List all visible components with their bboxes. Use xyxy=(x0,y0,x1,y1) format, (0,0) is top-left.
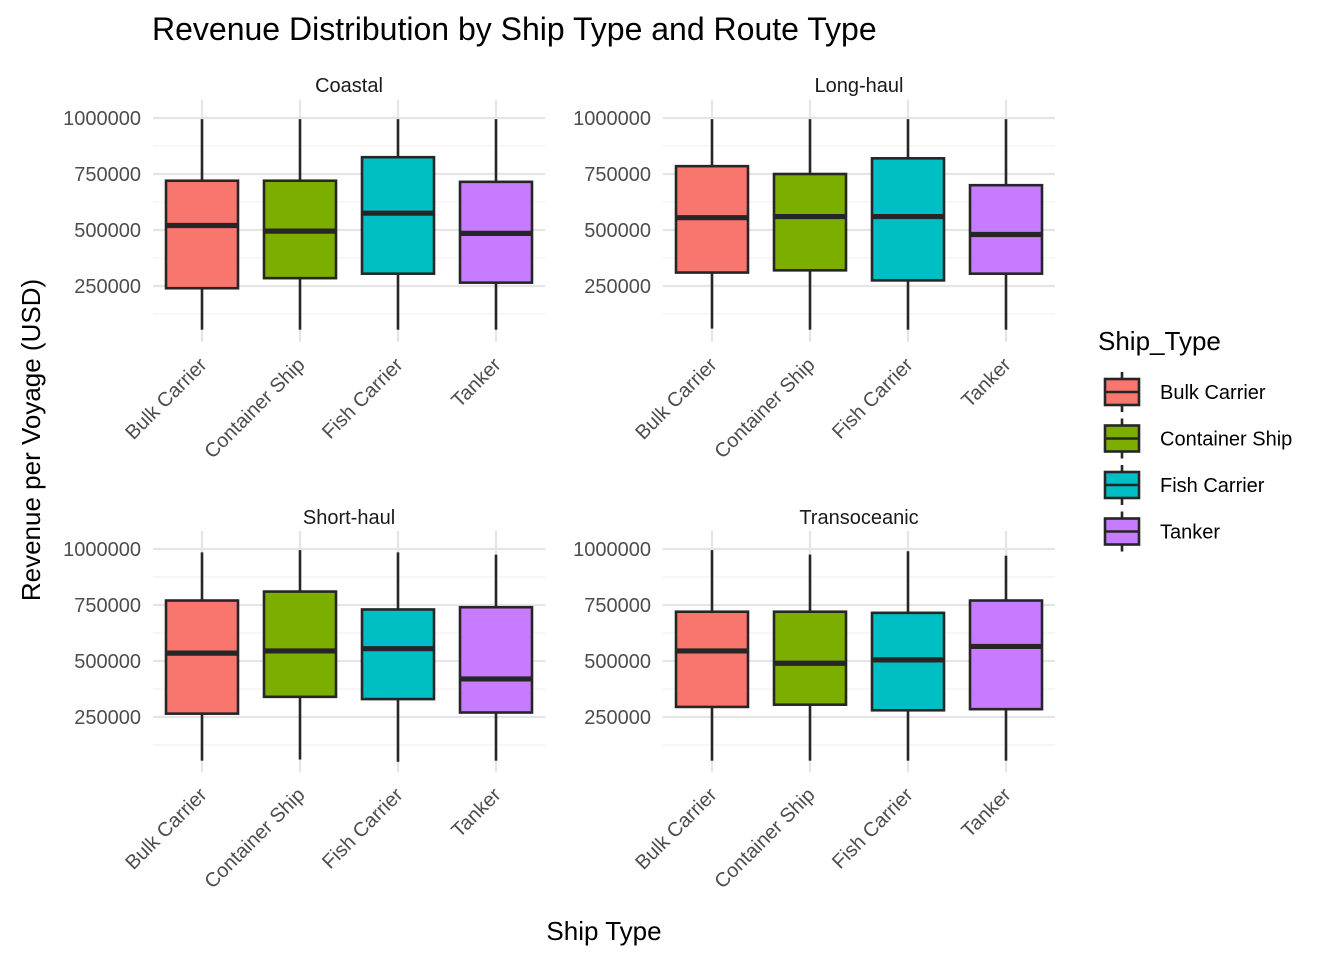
x-tick-label: Container Ship xyxy=(200,354,309,463)
legend-label: Container Ship xyxy=(1160,429,1292,451)
legend-label: Tanker xyxy=(1160,522,1220,544)
legend-key-fish-carrier: Fish Carrier xyxy=(1103,465,1265,505)
x-tick-label: Fish Carrier xyxy=(828,354,918,444)
iqr-box xyxy=(968,183,1044,275)
y-tick-label: 750000 xyxy=(74,595,141,617)
y-tick-label: 250000 xyxy=(584,276,651,298)
box-long-haul-tanker xyxy=(968,119,1044,330)
legend-key-tanker: Tanker xyxy=(1103,511,1220,552)
y-tick-label: 1000000 xyxy=(63,108,141,130)
y-tick-label: 500000 xyxy=(584,651,651,673)
box-transoceanic-container-ship xyxy=(772,554,848,761)
box-transoceanic-fish-carrier xyxy=(870,551,946,761)
x-tick-label: Fish Carrier xyxy=(318,784,408,874)
box-coastal-bulk-carrier xyxy=(164,119,240,330)
iqr-box xyxy=(458,605,534,714)
panel-short-haul: Short-haul 250000 500000 750000 1000000 Bulk … xyxy=(63,507,545,893)
x-tick-label: Bulk Carrier xyxy=(121,784,211,874)
y-tick-label: 500000 xyxy=(74,651,141,673)
strip-label-coastal: Coastal xyxy=(315,75,383,97)
y-tick-label: 1000000 xyxy=(573,108,651,130)
x-tick-label: Tanker xyxy=(958,354,1016,412)
chart-title: Revenue Distribution by Ship Type and Ro… xyxy=(152,11,877,47)
x-tick-label: Tanker xyxy=(448,784,506,842)
y-axis-title: Revenue per Voyage (USD) xyxy=(16,279,46,601)
box-coastal-tanker xyxy=(458,119,534,330)
y-tick-label: 1000000 xyxy=(573,539,651,561)
box-short-haul-container-ship xyxy=(262,550,338,760)
strip-label-transoceanic: Transoceanic xyxy=(799,507,918,529)
panel-long-haul: Long-haul 250000 500000 750000 1000000 Bulk C… xyxy=(573,75,1055,463)
legend-label: Bulk Carrier xyxy=(1160,382,1266,404)
iqr-box xyxy=(968,599,1044,711)
box-coastal-container-ship xyxy=(262,119,338,330)
box-short-haul-fish-carrier xyxy=(360,552,436,762)
iqr-box xyxy=(262,590,338,699)
box-transoceanic-bulk-carrier xyxy=(674,550,750,761)
y-tick-label: 500000 xyxy=(74,220,141,242)
strip-label-long-haul: Long-haul xyxy=(815,75,904,97)
y-tick-label: 1000000 xyxy=(63,539,141,561)
legend: Ship_Type Bulk Carrier Container Ship Fish… xyxy=(1098,326,1292,552)
legend-title: Ship_Type xyxy=(1098,326,1221,356)
x-tick-label: Container Ship xyxy=(710,354,819,463)
y-tick-label: 250000 xyxy=(584,707,651,729)
x-tick-label: Container Ship xyxy=(200,784,309,893)
x-tick-label: Fish Carrier xyxy=(828,784,918,874)
iqr-box xyxy=(772,610,848,706)
panel-transoceanic: Transoceanic 250000 500000 750000 1000000 Bul… xyxy=(573,507,1055,893)
legend-key-bulk-carrier: Bulk Carrier xyxy=(1103,372,1266,412)
y-tick-label: 250000 xyxy=(74,276,141,298)
x-tick-label: Bulk Carrier xyxy=(121,354,211,444)
box-short-haul-tanker xyxy=(458,554,534,761)
box-long-haul-container-ship xyxy=(772,119,848,330)
box-long-haul-fish-carrier xyxy=(870,119,946,330)
y-tick-label: 750000 xyxy=(74,164,141,186)
box-long-haul-bulk-carrier xyxy=(674,119,750,329)
iqr-box xyxy=(164,179,240,290)
y-tick-label: 250000 xyxy=(74,707,141,729)
box-coastal-fish-carrier xyxy=(360,119,436,330)
box-transoceanic-tanker xyxy=(968,555,1044,761)
box-short-haul-bulk-carrier xyxy=(164,552,240,761)
legend-label: Fish Carrier xyxy=(1160,475,1265,497)
x-tick-label: Container Ship xyxy=(710,784,819,893)
x-tick-label: Fish Carrier xyxy=(318,354,408,444)
facet-panels: Coastal 250000 500000 750000 1000000 Bulk Car… xyxy=(63,75,1055,893)
x-tick-label: Bulk Carrier xyxy=(631,354,721,444)
y-tick-label: 750000 xyxy=(584,595,651,617)
iqr-box xyxy=(360,608,436,701)
iqr-box xyxy=(164,599,240,715)
strip-label-short-haul: Short-haul xyxy=(303,507,395,529)
iqr-box xyxy=(674,610,750,709)
iqr-box xyxy=(870,157,946,282)
y-tick-label: 750000 xyxy=(584,164,651,186)
x-tick-label: Tanker xyxy=(448,354,506,412)
panel-coastal: Coastal 250000 500000 750000 1000000 Bulk Car… xyxy=(63,75,545,463)
iqr-box xyxy=(772,172,848,272)
x-tick-label: Tanker xyxy=(958,784,1016,842)
y-tick-label: 500000 xyxy=(584,220,651,242)
x-tick-label: Bulk Carrier xyxy=(631,784,721,874)
x-axis-title: Ship Type xyxy=(546,916,661,946)
legend-key-container-ship: Container Ship xyxy=(1103,418,1292,459)
